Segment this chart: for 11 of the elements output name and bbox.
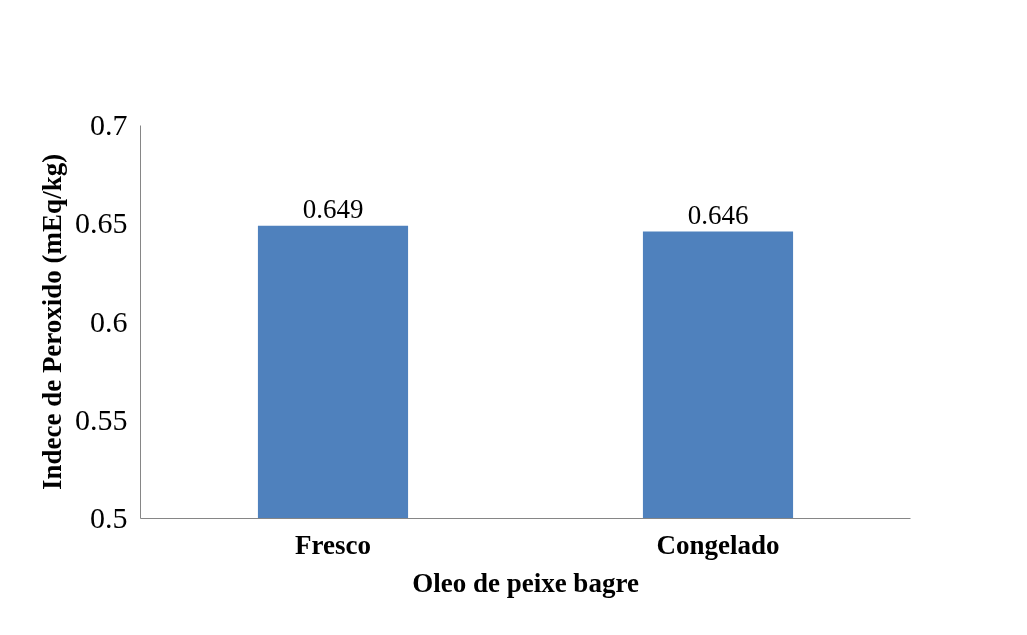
y-tick-label: 0.7 xyxy=(90,108,128,141)
x-axis-title: Oleo de peixe bagre xyxy=(412,567,639,598)
y-tick-label: 0.6 xyxy=(90,304,128,338)
data-label: 0.649 xyxy=(302,193,364,224)
y-tick-label: 0.55 xyxy=(75,402,128,436)
y-tick-label: 0.5 xyxy=(90,501,128,534)
x-tick-label: Fresco xyxy=(295,529,371,560)
data-label: 0.646 xyxy=(687,199,749,230)
y-tick-label: 0.65 xyxy=(75,206,128,240)
x-tick-label: Congelado xyxy=(656,529,780,560)
y-axis-title: Indece de Peroxido (mEq/kg) xyxy=(37,153,67,491)
